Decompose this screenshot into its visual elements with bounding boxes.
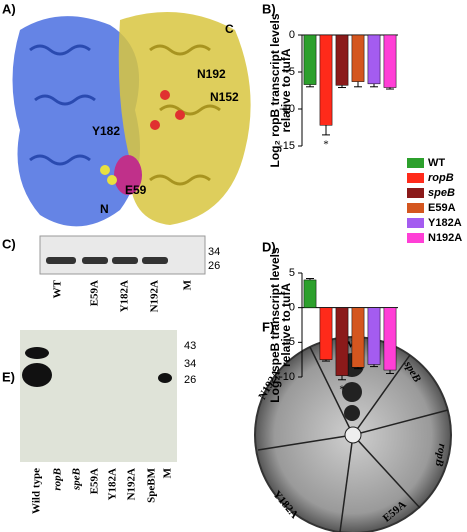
residue-label: E59 [125,183,147,197]
protein-structure [12,12,251,227]
panel-label: F) [262,319,274,334]
lane-label: M [182,279,194,290]
legend-label: E59A [428,202,456,214]
lane-label: N192A [149,280,161,312]
lane-label: E59A [89,280,101,306]
gel [39,235,206,275]
y-axis-label: Log₂ ropB transcript levels [268,13,282,167]
plate-center [344,426,362,444]
lane-label: Wild type [31,468,43,514]
panel-label: A) [2,1,16,16]
marker-label: 34 [184,358,196,370]
lane-label: speB [71,468,83,491]
bar [367,307,381,365]
residue-label: N152 [210,90,239,104]
bar [335,34,349,86]
lane-label: N192A [126,468,138,500]
bar [335,307,349,376]
bar [383,34,397,88]
legend-swatch [407,218,424,228]
y-tick-label: -5 [285,336,295,348]
y-tick-label: -10 [279,371,295,383]
marker-label: 43 [184,340,196,352]
legend-label: WT [428,157,445,169]
legend-swatch [407,158,424,168]
y-tick-label: -5 [285,66,295,78]
y-tick-label: -10 [279,103,295,115]
legend-swatch [407,233,424,243]
marker-label: 26 [208,260,220,272]
residue-label: Y182 [92,124,120,138]
lane-label: Y182A [107,468,119,500]
panel-label: C) [2,236,16,251]
lane-label: WT [52,279,64,298]
y-tick-label: -15 [279,140,295,152]
gel-bands [46,257,168,264]
y-axis-label: relative to tufA [279,283,293,367]
bar [319,34,333,126]
residue-label: N [100,202,109,216]
bar [319,307,333,360]
bar [303,279,317,308]
marker-label: 26 [184,374,196,386]
lane-label: Y182A [119,280,131,312]
bar [303,34,317,85]
y-axis-label: relative to tufA [279,48,293,132]
legend-swatch [407,203,424,213]
marker-label: 34 [208,246,220,258]
y-tick-label: 0 [289,29,295,41]
y-axis-label: Log₂ speB transcript levels [268,247,282,403]
legend-label: Y182A [428,217,462,229]
lane-label: E59A [89,468,101,494]
y-tick-label: 0 [289,302,295,314]
bar [351,34,365,82]
bar [367,34,381,85]
bar [351,307,365,368]
lane-label: ropB [52,468,64,491]
gel-bands [22,347,172,387]
y-tick-label: 5 [289,267,295,279]
legend-swatch [407,188,424,198]
sector-label: ropB [433,443,449,467]
panel-label: E) [2,369,15,384]
lane-label: M [162,467,174,478]
bar [383,307,397,371]
panel-label: B) [262,1,276,16]
legend-label: speB [428,187,455,199]
annotation: * [339,383,345,395]
lane-label: SpeBM [146,467,158,502]
legend-label: N192A [428,232,462,244]
annotation: * [323,138,329,150]
legend-swatch [407,173,424,183]
panel-label: D) [262,239,276,254]
residue-label: C [225,22,234,36]
residue-label: N192 [197,67,226,81]
legend-label: ropB [428,172,454,184]
plate-sectors [257,346,449,532]
